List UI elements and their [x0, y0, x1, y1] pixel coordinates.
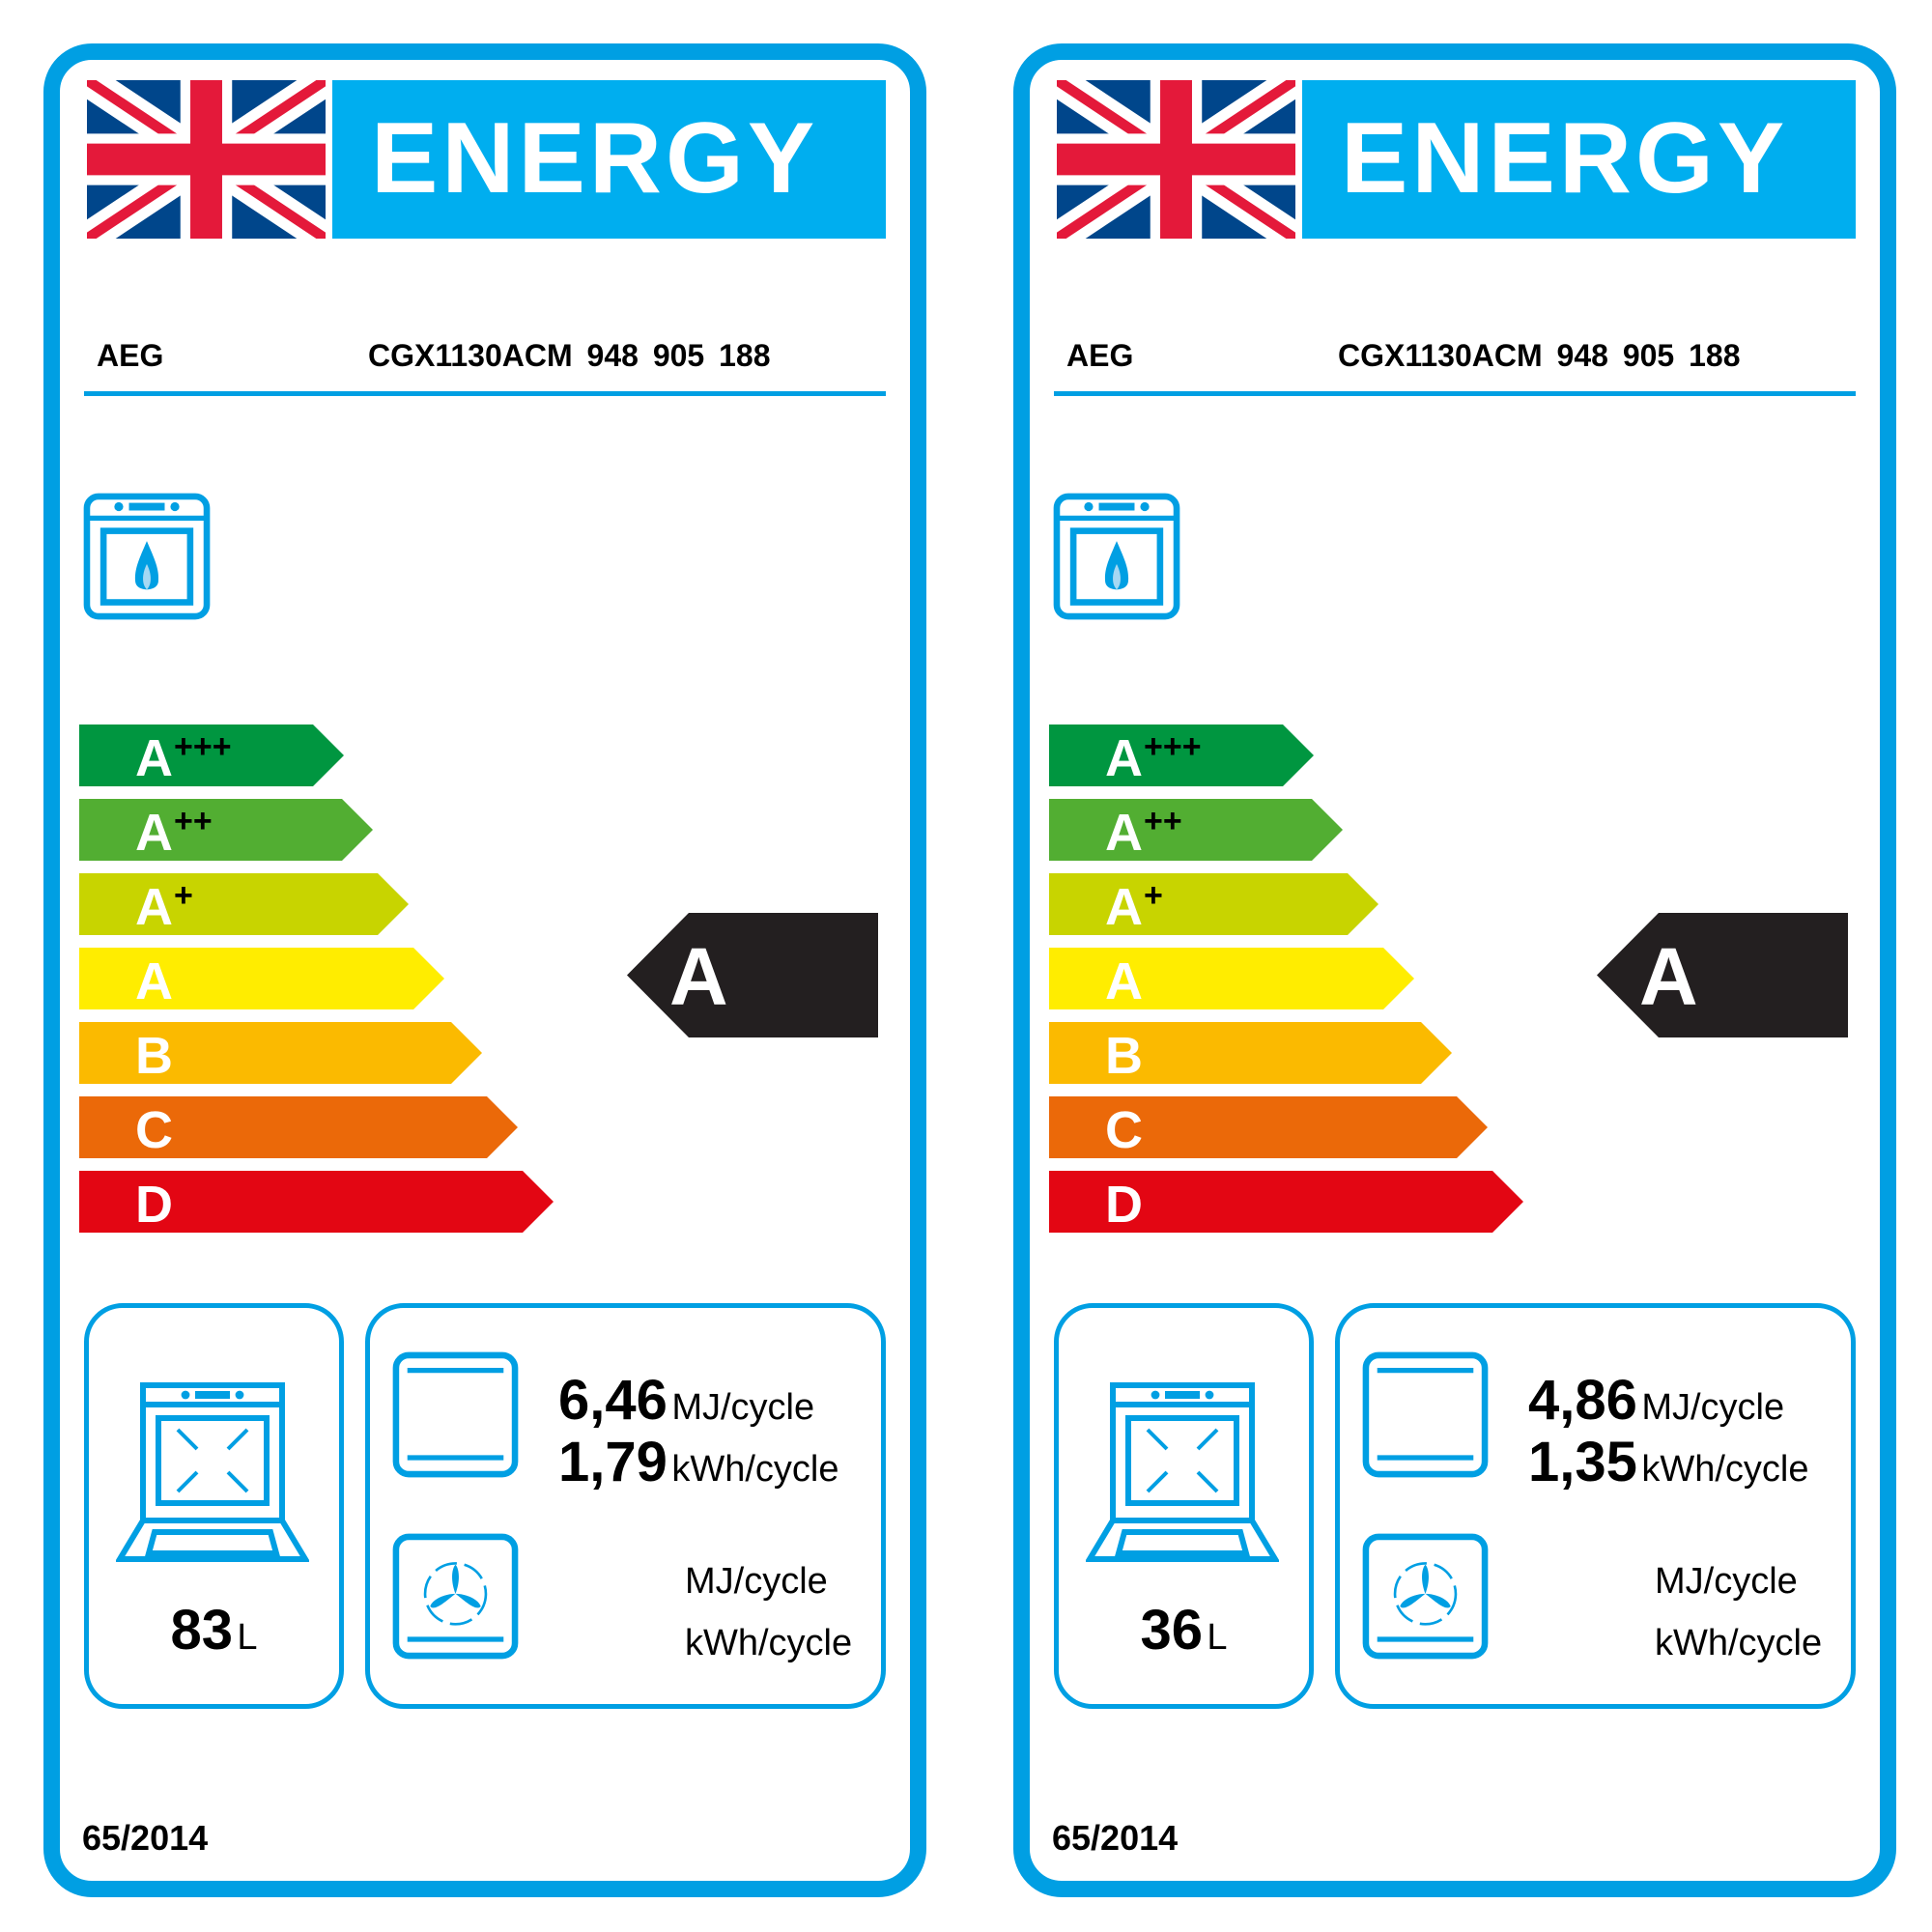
class-plus: +++	[1144, 728, 1202, 765]
fan-mj-unit: MJ/cycle	[685, 1561, 828, 1602]
gas-oven-icon	[83, 493, 211, 620]
energy-class-indicator: A	[627, 913, 878, 1037]
uk-flag-icon	[87, 80, 326, 239]
conventional-mode-icon	[1362, 1351, 1489, 1478]
energy-banner: ENERGY	[332, 80, 886, 239]
class-letter: A	[135, 952, 173, 1010]
oven-volume-icon	[1086, 1382, 1279, 1562]
energy-title: ENERGY	[1341, 102, 1789, 214]
class-letter: A	[1105, 804, 1143, 862]
regulation-number: 65/2014	[82, 1818, 209, 1858]
energy-class-bar-3: A	[79, 948, 444, 1009]
supplier-name: AEG	[97, 338, 164, 373]
class-plus: +	[174, 877, 193, 914]
fan-kwh-unit: kWh/cycle	[1655, 1623, 1823, 1663]
volume-panel: 36 L	[1054, 1303, 1314, 1709]
energy-banner: ENERGY	[1302, 80, 1856, 239]
class-plus: ++	[174, 803, 213, 839]
energy-label-1: ENERGY AEG CGX1130ACM 948 905 188 A +++ A +…	[43, 43, 926, 1897]
class-letter: A	[135, 878, 173, 936]
energy-consumption-panel: 4,86 MJ/cycle 1,35 kWh/cycle MJ/cycle kW…	[1335, 1303, 1856, 1709]
model-identifier: CGX1130ACM 948 905 188	[368, 338, 771, 373]
conventional-kwh-value: 1,79	[558, 1431, 668, 1493]
mj-unit: MJ/cycle	[671, 1387, 815, 1428]
class-letter: A	[135, 729, 173, 787]
energy-class-bar-5: C	[79, 1096, 518, 1158]
fan-mode-icon	[1362, 1533, 1489, 1660]
regulation-number: 65/2014	[1052, 1818, 1179, 1858]
energy-class-bar-2: A +	[79, 873, 409, 935]
class-letter: A	[1105, 952, 1143, 1010]
energy-class-bar-4: B	[1049, 1022, 1452, 1084]
supplier-name: AEG	[1066, 338, 1134, 373]
divider	[1054, 391, 1856, 396]
class-letter: C	[1105, 1101, 1143, 1159]
uk-flag-icon	[1057, 80, 1295, 239]
conventional-mj-value: 6,46	[558, 1369, 668, 1432]
oven-volume-icon	[116, 1382, 309, 1562]
gas-oven-icon	[1053, 493, 1180, 620]
volume-unit: L	[237, 1617, 258, 1658]
class-letter: B	[1105, 1027, 1143, 1085]
mj-unit: MJ/cycle	[1641, 1387, 1785, 1428]
energy-class-bar-6: D	[79, 1171, 554, 1233]
class-plus: +++	[174, 728, 232, 765]
conventional-mj-value: 4,86	[1528, 1369, 1637, 1432]
energy-class-bar-0: A +++	[79, 724, 344, 786]
fan-mode-icon	[392, 1533, 519, 1660]
energy-class-indicator: A	[1597, 913, 1848, 1037]
energy-class-bar-3: A	[1049, 948, 1414, 1009]
class-letter: C	[135, 1101, 173, 1159]
energy-class-bar-4: B	[79, 1022, 482, 1084]
volume-unit: L	[1207, 1617, 1228, 1658]
class-letter: A	[1105, 729, 1143, 787]
class-letter: A	[1105, 878, 1143, 936]
fan-kwh-unit: kWh/cycle	[685, 1623, 853, 1663]
energy-label-2: ENERGY AEG CGX1130ACM 948 905 188 A +++ A +…	[1013, 43, 1896, 1897]
energy-class-bar-1: A ++	[79, 799, 373, 861]
class-letter: A	[135, 804, 173, 862]
energy-class-value: A	[669, 931, 728, 1022]
energy-class-bar-0: A +++	[1049, 724, 1314, 786]
class-plus: +	[1144, 877, 1163, 914]
class-letter: D	[1105, 1176, 1143, 1234]
energy-class-bar-1: A ++	[1049, 799, 1343, 861]
energy-title: ENERGY	[371, 102, 819, 214]
kwh-unit: kWh/cycle	[1641, 1449, 1809, 1490]
energy-class-bar-5: C	[1049, 1096, 1488, 1158]
energy-consumption-panel: 6,46 MJ/cycle 1,79 kWh/cycle MJ/cycle kW…	[365, 1303, 886, 1709]
divider	[84, 391, 886, 396]
volume-value: 83	[170, 1599, 233, 1662]
class-letter: B	[135, 1027, 173, 1085]
energy-class-value: A	[1639, 931, 1698, 1022]
volume-panel: 83 L	[84, 1303, 344, 1709]
energy-class-bar-6: D	[1049, 1171, 1523, 1233]
class-letter: D	[135, 1176, 173, 1234]
volume-value: 36	[1140, 1599, 1203, 1662]
class-plus: ++	[1144, 803, 1182, 839]
energy-class-bar-2: A +	[1049, 873, 1378, 935]
model-identifier: CGX1130ACM 948 905 188	[1338, 338, 1741, 373]
fan-mj-unit: MJ/cycle	[1655, 1561, 1798, 1602]
conventional-kwh-value: 1,35	[1528, 1431, 1637, 1493]
conventional-mode-icon	[392, 1351, 519, 1478]
kwh-unit: kWh/cycle	[671, 1449, 839, 1490]
